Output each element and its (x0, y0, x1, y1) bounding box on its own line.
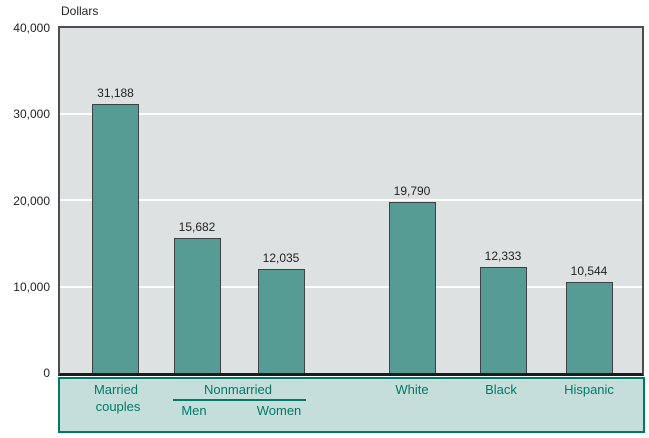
y-tick-30000: 30,000 (13, 107, 50, 121)
plot-area: 31,188 15,682 12,035 19,790 12,333 10,544 (58, 26, 644, 376)
bar-value-label: 12,035 (262, 251, 300, 265)
bar-value-label: 19,790 (393, 184, 431, 198)
group-label-nonmarried: Nonmarried (204, 382, 272, 397)
bar-value-label: 10,544 (570, 264, 608, 278)
nonmarried-group-underline (173, 399, 306, 401)
bar-value-label: 12,333 (484, 249, 522, 263)
gridline-20000 (60, 199, 642, 201)
bar-women (257, 269, 305, 373)
bar-value-label: 15,682 (178, 220, 216, 234)
y-tick-10000: 10,000 (13, 280, 50, 294)
bar-married-couples (92, 104, 139, 373)
category-label-band: Married couples Nonmarried Men Women Whi… (58, 377, 645, 433)
y-tick-20000: 20,000 (13, 194, 50, 208)
category-label-white: White (395, 382, 429, 397)
gridline-30000 (60, 113, 642, 115)
bar-hispanic (565, 282, 613, 373)
y-tick-40000: 40,000 (13, 21, 50, 35)
bar-black (479, 267, 527, 373)
category-label-men: Men (181, 403, 207, 418)
category-label-married-couples-line1: Married (93, 382, 139, 397)
bar-white (388, 202, 436, 373)
category-label-black: Black (485, 382, 517, 397)
bar-value-label: 31,188 (97, 86, 134, 100)
y-tick-0: 0 (43, 366, 50, 380)
category-label-hispanic: Hispanic (564, 382, 614, 397)
bar-men (173, 238, 221, 373)
category-label-women: Women (256, 403, 302, 418)
category-label-married-couples-line2: couples (95, 399, 141, 414)
y-axis-title: Dollars (61, 4, 99, 18)
gridline-10000 (60, 286, 642, 288)
